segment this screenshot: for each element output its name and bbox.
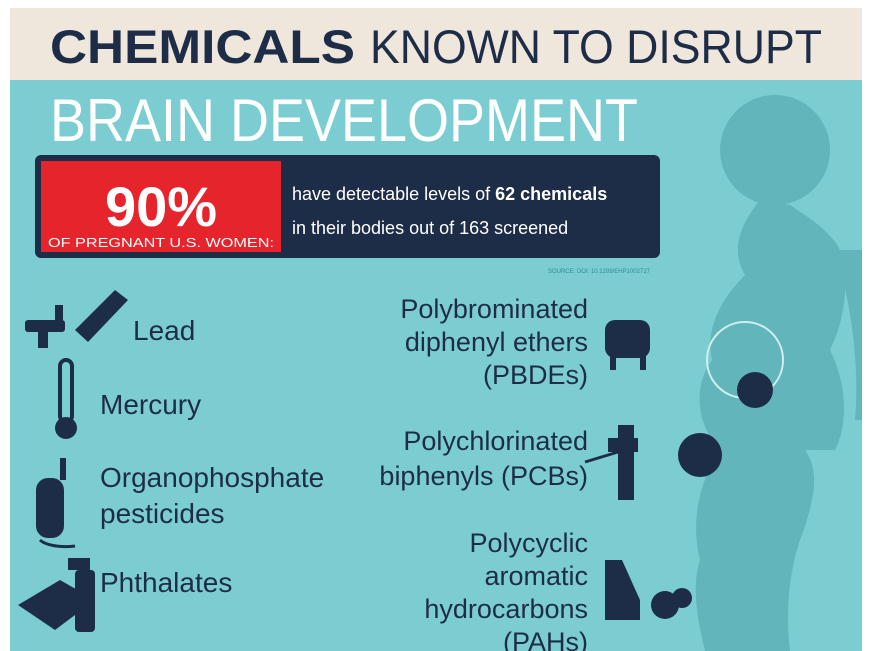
right-item-text: biphenyls (PCBs) bbox=[379, 461, 588, 491]
stat-value: 90% bbox=[105, 175, 217, 238]
left-item-text: Lead bbox=[133, 315, 195, 346]
stat-text-1: have detectable levels of 62 chemicals bbox=[292, 184, 607, 204]
right-item-text: aromatic bbox=[484, 561, 588, 591]
infographic: CHEMICALS KNOWN TO DISRUPT BRAIN DEVELOP… bbox=[0, 0, 872, 651]
left-item-text: Phthalates bbox=[100, 567, 232, 598]
stat-text-start: have detectable levels of bbox=[292, 184, 495, 204]
title-bold: CHEMICALS bbox=[50, 20, 355, 73]
stat-label: OF PREGNANT U.S. WOMEN: bbox=[48, 235, 274, 250]
subtitle: BRAIN DEVELOPMENT bbox=[50, 87, 638, 154]
right-item-text: (PBDEs) bbox=[483, 360, 588, 390]
stat-text-bold: 62 chemicals bbox=[495, 184, 607, 204]
source: SOURCE: DOI: 10.1289/EHP1002727 bbox=[548, 269, 651, 275]
left-item-text: pesticides bbox=[100, 498, 225, 529]
right-item-text: hydrocarbons bbox=[424, 594, 588, 624]
right-item-text: Polybrominated bbox=[400, 294, 588, 324]
right-item-text: Polychlorinated bbox=[403, 426, 588, 456]
left-item-text: Mercury bbox=[100, 389, 201, 420]
title-rest: KNOWN TO DISRUPT bbox=[370, 20, 822, 73]
right-item-text: Polycyclic bbox=[469, 528, 588, 558]
left-item-text: Organophosphate bbox=[100, 462, 324, 493]
right-item-text: diphenyl ethers bbox=[405, 327, 588, 357]
right-item-text: (PAHs) bbox=[503, 627, 588, 651]
stat-text-2: in their bodies out of 163 screened bbox=[292, 218, 568, 238]
